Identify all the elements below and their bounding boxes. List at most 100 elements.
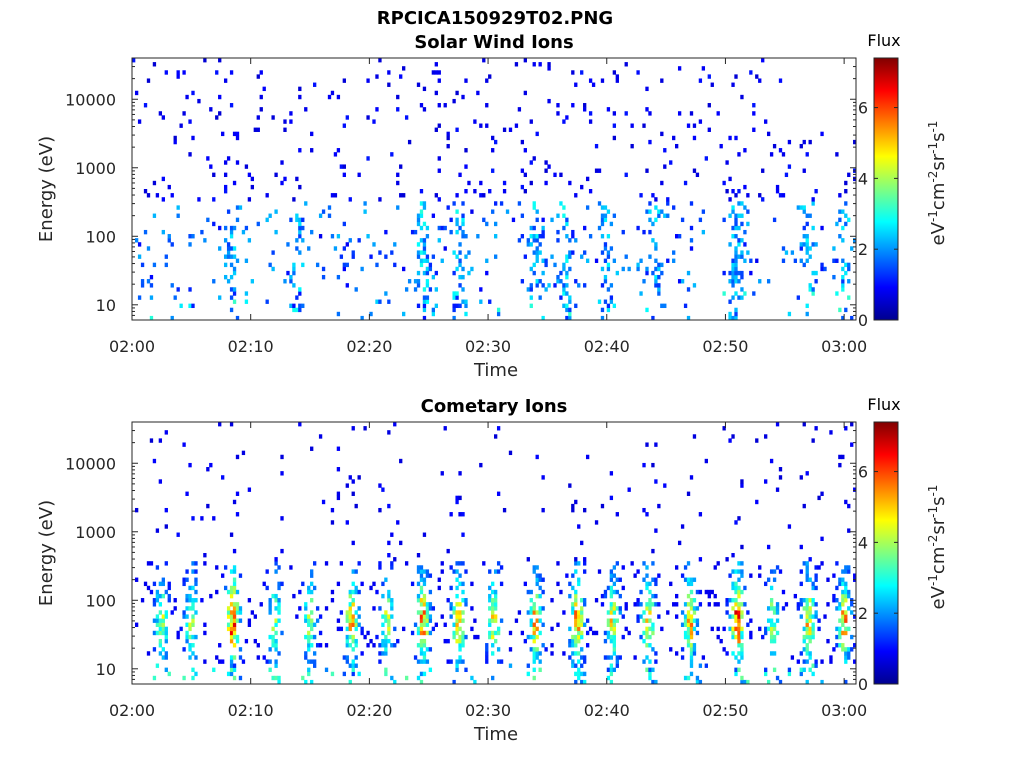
heatmap-cell bbox=[155, 622, 160, 627]
heatmap-cell bbox=[734, 262, 738, 268]
heatmap-cell bbox=[223, 160, 228, 165]
heatmap-cell bbox=[416, 593, 421, 599]
heatmap-cell bbox=[173, 598, 177, 603]
heatmap-cell bbox=[609, 471, 614, 476]
heatmap-cell bbox=[265, 585, 269, 591]
heatmap-cell bbox=[223, 184, 228, 190]
heatmap-cell bbox=[158, 479, 163, 484]
heatmap-cell bbox=[609, 671, 614, 677]
heatmap-cell bbox=[185, 598, 189, 603]
heatmap-cell bbox=[479, 123, 483, 128]
heatmap-cell bbox=[734, 626, 738, 632]
heatmap-cell bbox=[310, 634, 314, 640]
heatmap-cell bbox=[262, 581, 266, 587]
heatmap-cell bbox=[772, 622, 777, 627]
heatmap-cell bbox=[550, 626, 554, 632]
heatmap-cell bbox=[223, 262, 228, 268]
heatmap-cell bbox=[606, 618, 611, 623]
heatmap-cell bbox=[612, 630, 617, 636]
heatmap-cell bbox=[485, 78, 489, 83]
heatmap-cell bbox=[229, 638, 234, 644]
heatmap-cell bbox=[775, 602, 780, 607]
heatmap-cell bbox=[835, 561, 839, 566]
heatmap-cell bbox=[645, 634, 649, 640]
heatmap-cell bbox=[229, 274, 234, 280]
heatmap-cell bbox=[508, 450, 513, 456]
heatmap-cell bbox=[740, 679, 744, 684]
heatmap-cell bbox=[734, 311, 738, 317]
heatmap-cell bbox=[529, 283, 533, 288]
heatmap-cell bbox=[651, 221, 655, 227]
heatmap-cell bbox=[191, 303, 195, 309]
heatmap-cell bbox=[333, 152, 338, 157]
heatmap-cell bbox=[232, 287, 237, 292]
heatmap-cell bbox=[820, 131, 824, 137]
heatmap-cell bbox=[802, 234, 806, 239]
heatmap-cell bbox=[268, 213, 272, 218]
heatmap-cell bbox=[612, 667, 617, 673]
heatmap-cell bbox=[422, 295, 427, 300]
heatmap-cell bbox=[689, 598, 694, 603]
heatmap-cell bbox=[609, 577, 614, 582]
heatmap-cell bbox=[740, 250, 744, 255]
heatmap-cell bbox=[232, 581, 237, 587]
heatmap-cell bbox=[597, 225, 602, 231]
heatmap-cell bbox=[648, 217, 652, 223]
heatmap-cell bbox=[847, 565, 851, 570]
colorbar-tick-label: 4 bbox=[858, 169, 868, 188]
heatmap-cell bbox=[725, 189, 729, 194]
heatmap-cell bbox=[772, 606, 777, 611]
heatmap-cell bbox=[814, 242, 818, 247]
heatmap-cell bbox=[627, 266, 631, 272]
heatmap-cell bbox=[494, 598, 498, 603]
heatmap-cell bbox=[134, 238, 139, 243]
heatmap-cell bbox=[775, 422, 780, 427]
heatmap-cell bbox=[372, 119, 376, 124]
heatmap-cell bbox=[310, 446, 314, 451]
heatmap-cell bbox=[155, 598, 160, 603]
heatmap-cell bbox=[419, 577, 424, 582]
heatmap-cell bbox=[491, 634, 495, 640]
heatmap-cell bbox=[568, 643, 572, 648]
heatmap-cell bbox=[212, 221, 216, 227]
heatmap-cell bbox=[532, 634, 536, 640]
heatmap-cell bbox=[769, 598, 774, 603]
heatmap-cell bbox=[615, 663, 619, 668]
heatmap-cell bbox=[229, 602, 234, 607]
heatmap-cell bbox=[805, 634, 809, 640]
heatmap-cell bbox=[223, 189, 228, 194]
heatmap-cell bbox=[348, 589, 352, 595]
heatmap-cell bbox=[689, 618, 694, 623]
heatmap-cell bbox=[689, 659, 694, 664]
heatmap-cell bbox=[449, 659, 453, 664]
heatmap-cell bbox=[731, 258, 735, 263]
heatmap-cell bbox=[603, 242, 608, 247]
heatmap-cell bbox=[734, 598, 738, 603]
heatmap-cell bbox=[158, 622, 163, 627]
heatmap-cell bbox=[814, 573, 818, 578]
heatmap-cell bbox=[808, 557, 812, 562]
heatmap-cell bbox=[728, 279, 732, 284]
heatmap-cell bbox=[215, 115, 219, 120]
heatmap-cell bbox=[188, 634, 192, 640]
heatmap-cell bbox=[832, 593, 836, 599]
heatmap-cell bbox=[799, 246, 803, 251]
heatmap-cell bbox=[295, 238, 299, 243]
heatmap-cell bbox=[218, 659, 222, 664]
heatmap-cell bbox=[541, 577, 545, 582]
heatmap-cell bbox=[212, 516, 216, 521]
heatmap-cell bbox=[766, 606, 771, 611]
heatmap-cell bbox=[307, 614, 311, 619]
heatmap-cell bbox=[158, 630, 163, 636]
heatmap-cell bbox=[814, 565, 818, 570]
heatmap-cell bbox=[565, 221, 569, 227]
heatmap-cell bbox=[496, 647, 501, 652]
heatmap-cell bbox=[419, 643, 424, 648]
heatmap-cell bbox=[772, 667, 777, 673]
heatmap-cell bbox=[841, 581, 845, 587]
heatmap-cell bbox=[686, 581, 691, 587]
heatmap-cell bbox=[491, 675, 495, 681]
heatmap-cell bbox=[485, 659, 489, 664]
heatmap-cell bbox=[535, 565, 539, 570]
y-tick-label: 10 bbox=[96, 660, 116, 679]
